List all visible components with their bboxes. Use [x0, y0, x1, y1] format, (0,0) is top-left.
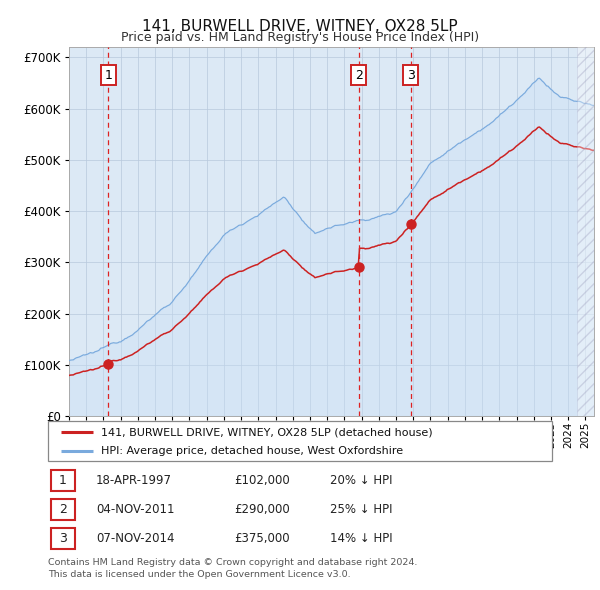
FancyBboxPatch shape [50, 499, 75, 520]
Text: 1: 1 [59, 474, 67, 487]
Text: 3: 3 [407, 69, 415, 82]
Text: 18-APR-1997: 18-APR-1997 [96, 474, 172, 487]
Text: 20% ↓ HPI: 20% ↓ HPI [330, 474, 393, 487]
Bar [577, 42, 600, 416]
FancyBboxPatch shape [48, 421, 552, 461]
Text: Price paid vs. HM Land Registry's House Price Index (HPI): Price paid vs. HM Land Registry's House … [121, 31, 479, 44]
Text: 2: 2 [355, 69, 363, 82]
Text: 25% ↓ HPI: 25% ↓ HPI [330, 503, 393, 516]
Text: 3: 3 [59, 532, 67, 545]
Text: £375,000: £375,000 [235, 532, 290, 545]
Text: 141, BURWELL DRIVE, WITNEY, OX28 5LP (detached house): 141, BURWELL DRIVE, WITNEY, OX28 5LP (de… [101, 427, 433, 437]
Text: £290,000: £290,000 [235, 503, 290, 516]
Text: 14% ↓ HPI: 14% ↓ HPI [330, 532, 393, 545]
FancyBboxPatch shape [50, 470, 75, 490]
Text: £102,000: £102,000 [235, 474, 290, 487]
Text: 04-NOV-2011: 04-NOV-2011 [96, 503, 175, 516]
Text: 07-NOV-2014: 07-NOV-2014 [96, 532, 175, 545]
Text: Contains HM Land Registry data © Crown copyright and database right 2024.
This d: Contains HM Land Registry data © Crown c… [48, 558, 418, 579]
Text: 1: 1 [104, 69, 112, 82]
FancyBboxPatch shape [50, 528, 75, 549]
Text: 141, BURWELL DRIVE, WITNEY, OX28 5LP: 141, BURWELL DRIVE, WITNEY, OX28 5LP [142, 19, 458, 34]
Text: HPI: Average price, detached house, West Oxfordshire: HPI: Average price, detached house, West… [101, 445, 403, 455]
Text: 2: 2 [59, 503, 67, 516]
